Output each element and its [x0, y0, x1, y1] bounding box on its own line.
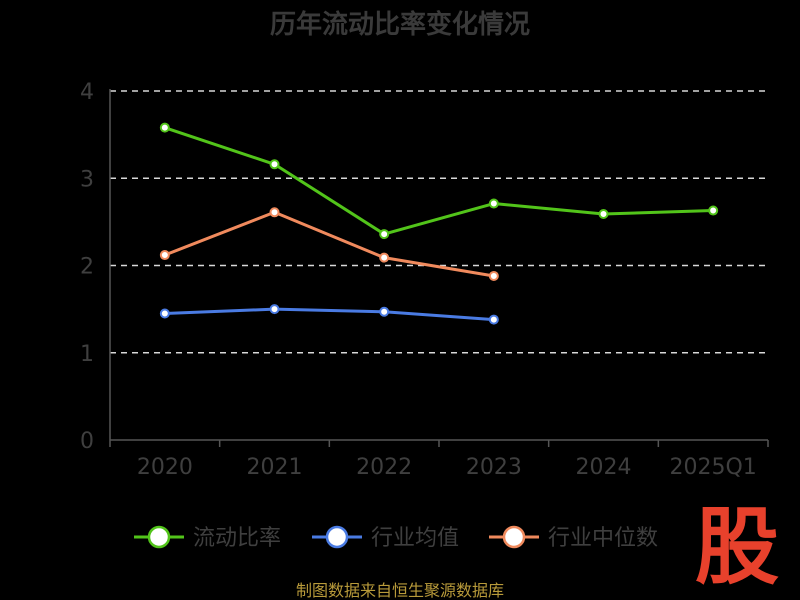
- watermark-logo: 股: [695, 498, 779, 596]
- data-point: [159, 122, 170, 133]
- data-point: [598, 209, 609, 220]
- data-point: [269, 159, 280, 170]
- y-tick-label: 2: [80, 255, 94, 280]
- legend-marker: [325, 525, 349, 549]
- chart-title: 历年流动比率变化情况: [270, 9, 530, 40]
- data-point: [159, 250, 170, 261]
- x-tick-label: 2020: [137, 455, 193, 480]
- legend: 流动比率 行业均值 行业中位数: [134, 525, 658, 551]
- data-point: [488, 314, 499, 325]
- x-tick-label: 2025Q1: [670, 455, 757, 480]
- x-tick-label: 2022: [356, 455, 412, 480]
- legend-label: 行业均值: [371, 526, 459, 551]
- series-line-2: [164, 210, 495, 278]
- legend-item-0: 流动比率: [134, 525, 281, 551]
- legend-marker: [502, 525, 526, 549]
- data-point: [379, 306, 390, 317]
- x-tick-label: 2024: [576, 455, 632, 480]
- legend-label: 流动比率: [193, 526, 281, 551]
- y-tick-label: 4: [80, 80, 94, 105]
- footer-source: 制图数据来自恒生聚源数据库: [296, 581, 504, 600]
- data-point: [488, 198, 499, 209]
- series-line-0: [164, 126, 714, 236]
- data-point: [488, 270, 499, 281]
- series-layer: [159, 122, 719, 325]
- data-point: [379, 229, 390, 240]
- y-tick-label: 3: [80, 167, 94, 192]
- data-point: [269, 207, 280, 218]
- data-point: [159, 308, 170, 319]
- legend-marker: [147, 525, 171, 549]
- data-point: [708, 205, 719, 216]
- legend-label: 行业中位数: [548, 526, 658, 551]
- x-axis-ticks: 2020 2021 2022 2023 2024 2025Q1: [137, 455, 757, 480]
- y-tick-label: 1: [80, 342, 94, 367]
- x-tick-label: 2021: [247, 455, 303, 480]
- x-tick-label: 2023: [466, 455, 522, 480]
- data-point: [379, 252, 390, 263]
- legend-item-2: 行业中位数: [489, 525, 658, 551]
- legend-item-1: 行业均值: [312, 525, 459, 551]
- series-line-1: [164, 307, 494, 322]
- y-axis-ticks: 0 1 2 3 4: [80, 80, 94, 454]
- grid: [110, 90, 768, 354]
- y-tick-label: 0: [80, 429, 94, 454]
- axes: [109, 89, 769, 447]
- data-point: [269, 304, 280, 315]
